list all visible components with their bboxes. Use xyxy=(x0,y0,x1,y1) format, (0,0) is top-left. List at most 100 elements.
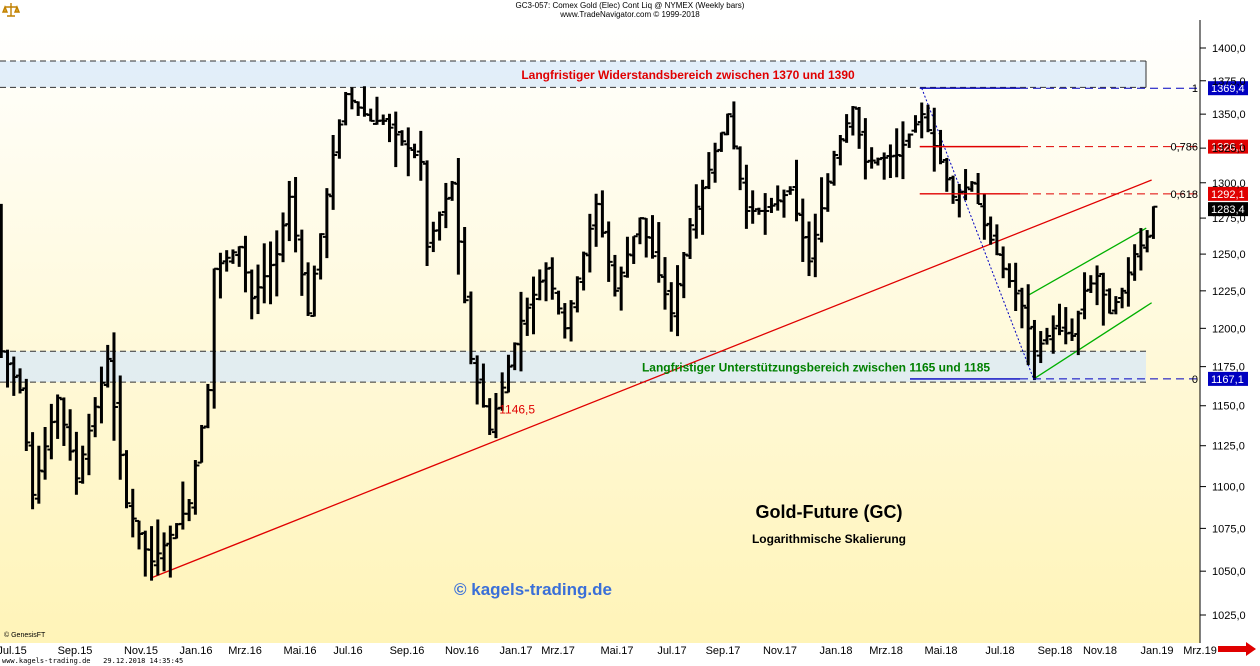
price-bar-104 xyxy=(648,215,657,259)
fib-ratio-2: 0,618 xyxy=(1170,189,1198,201)
y-tick-label-14: 1375,0 xyxy=(1212,76,1246,88)
price-bar-65 xyxy=(404,127,413,177)
price-bar-2 xyxy=(9,356,18,396)
price-bar-122 xyxy=(761,193,770,235)
price-bar-146 xyxy=(911,115,920,133)
fib-ratio-1: 0,786 xyxy=(1170,142,1198,154)
y-tick-label-8: 1225,0 xyxy=(1212,286,1246,298)
x-tick-label-7: Sep.16 xyxy=(390,645,425,657)
price-bar-154 xyxy=(961,169,970,201)
price-bar-25 xyxy=(153,519,162,576)
y-tick-label-6: 1175,0 xyxy=(1212,362,1245,374)
price-bar-99 xyxy=(617,266,626,311)
price-bar-177 xyxy=(1105,288,1114,315)
price-bar-80 xyxy=(498,372,507,411)
price-bar-113 xyxy=(704,152,713,190)
price-bar-133 xyxy=(830,150,839,186)
price-bar-78 xyxy=(485,398,494,435)
fib-price-label-1: 1326,1 xyxy=(1211,142,1245,154)
x-tick-label-12: Jul.17 xyxy=(657,645,686,657)
x-tick-label-16: Mrz.18 xyxy=(869,645,903,657)
price-bar-138 xyxy=(861,118,870,180)
price-bar-20 xyxy=(122,450,131,509)
fib-price-label-3: 1167,1 xyxy=(1211,374,1244,386)
price-bar-16 xyxy=(97,366,106,424)
price-bar-85 xyxy=(529,276,538,335)
price-bar-32 xyxy=(197,424,206,464)
price-bar-93 xyxy=(579,251,588,291)
price-bar-76 xyxy=(473,355,482,405)
price-bar-3 xyxy=(16,368,25,394)
price-bar-36 xyxy=(222,250,231,272)
price-bar-53 xyxy=(329,135,338,210)
x-tick-label-17: Mai.18 xyxy=(924,645,957,657)
y-tick-label-3: 1100,0 xyxy=(1212,482,1245,494)
price-bar-67 xyxy=(416,130,425,181)
x-tick-label-20: Nov.18 xyxy=(1083,645,1117,657)
price-bar-127 xyxy=(792,159,801,222)
fib-price-box-0 xyxy=(1208,81,1248,96)
price-bar-175 xyxy=(1093,265,1102,306)
channel-upper-line xyxy=(1027,227,1147,296)
price-bar-134 xyxy=(836,135,845,166)
price-bar-118 xyxy=(736,146,745,191)
price-bar-171 xyxy=(1068,318,1077,341)
price-bar-181 xyxy=(1130,244,1139,281)
price-bar-48 xyxy=(297,229,306,296)
fib-price-box-2 xyxy=(1208,186,1248,201)
price-bar-47 xyxy=(291,177,300,253)
watermark-text: © kagels-trading.de xyxy=(454,580,612,599)
fib-price-box-1 xyxy=(1208,139,1248,154)
price-bar-152 xyxy=(949,175,958,204)
y-tick-label-2: 1075,0 xyxy=(1212,523,1246,535)
price-bar-126 xyxy=(786,186,795,195)
price-bar-120 xyxy=(748,190,757,224)
price-bar-54 xyxy=(335,119,344,159)
chart-title: Gold-Future (GC) xyxy=(756,502,903,522)
y-tick-label-15: 1400,0 xyxy=(1212,43,1246,55)
price-bar-62 xyxy=(385,113,394,143)
price-bar-144 xyxy=(898,121,907,180)
price-bar-180 xyxy=(1124,257,1133,307)
price-bar-107 xyxy=(667,282,676,332)
x-tick-label-4: Mrz.16 xyxy=(228,645,262,657)
scroll-right-arrow-icon xyxy=(1218,642,1256,656)
price-bar-83 xyxy=(516,291,525,372)
price-bar-110 xyxy=(686,218,695,259)
y-tick-label-1: 1050,0 xyxy=(1212,566,1246,578)
price-bar-135 xyxy=(842,114,851,143)
price-bar-61 xyxy=(379,114,388,125)
zone-label-1: Langfristiger Unterstützungsbereich zwis… xyxy=(642,361,990,375)
x-tick-label-8: Nov.16 xyxy=(445,645,479,657)
price-bar-136 xyxy=(848,106,857,136)
price-bar-109 xyxy=(679,251,688,299)
price-bar-129 xyxy=(805,221,814,277)
price-bar-139 xyxy=(867,147,876,169)
price-bar-169 xyxy=(1055,303,1064,336)
price-bar-164 xyxy=(1024,284,1033,366)
price-bar-115 xyxy=(717,131,726,152)
zone-band-0 xyxy=(0,61,1146,88)
current-price-label: 1283,4 xyxy=(1211,204,1245,216)
price-bar-163 xyxy=(1017,287,1026,329)
y-tick-label-0: 1025,0 xyxy=(1212,610,1246,622)
price-bar-101 xyxy=(629,235,638,264)
x-tick-label-6: Jul.16 xyxy=(333,645,362,657)
genesis-credit: © GenesisFT xyxy=(4,632,46,639)
price-bar-105 xyxy=(654,222,663,283)
price-bar-165 xyxy=(1030,319,1039,381)
price-bar-184 xyxy=(1149,205,1158,239)
price-bar-167 xyxy=(1042,327,1051,345)
y-tick-label-4: 1125,0 xyxy=(1212,441,1245,453)
price-bar-59 xyxy=(366,108,375,122)
y-tick-label-13: 1350,0 xyxy=(1212,109,1246,121)
price-bar-114 xyxy=(711,142,720,183)
price-bar-137 xyxy=(855,106,864,149)
channel-lower-line xyxy=(1033,302,1152,380)
price-bar-119 xyxy=(742,164,751,229)
price-bar-141 xyxy=(880,152,889,180)
y-tick-label-9: 1250,0 xyxy=(1212,249,1246,261)
fib-price-label-0: 1369,4 xyxy=(1211,83,1245,95)
price-bar-84 xyxy=(523,297,532,336)
y-tick-label-11: 1300,0 xyxy=(1212,178,1246,190)
